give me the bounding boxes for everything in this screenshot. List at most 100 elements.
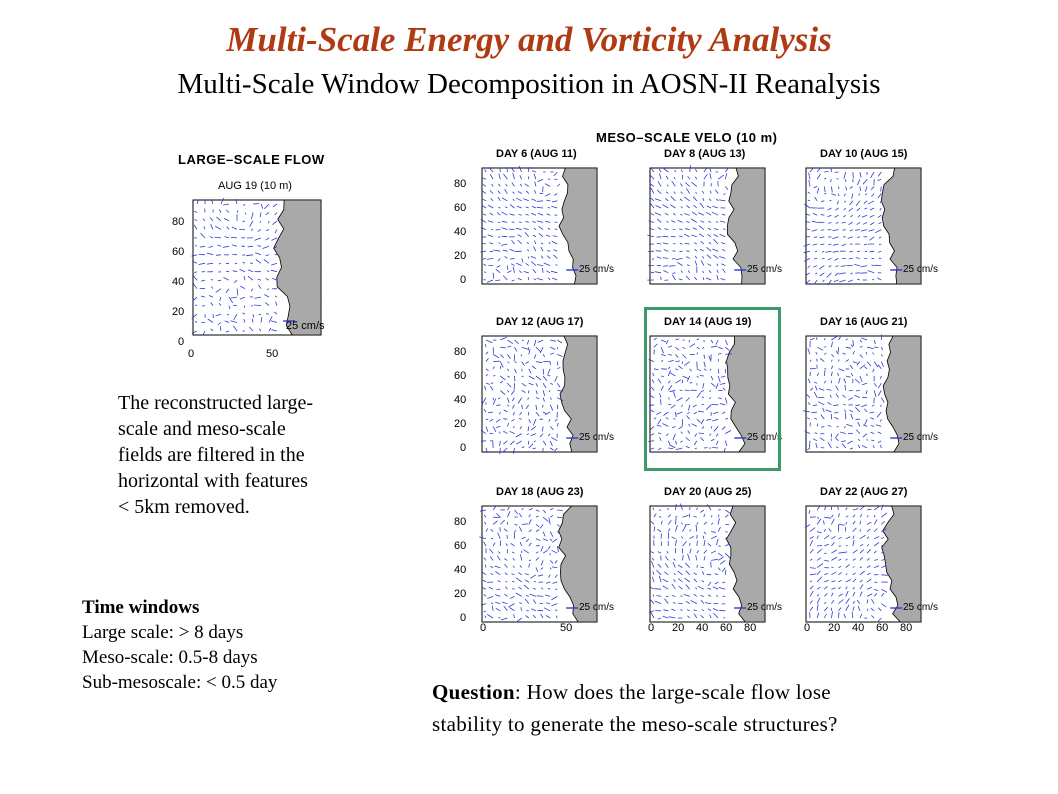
meso-panel-label: DAY 18 (AUG 23) [496,486,584,498]
meso-x-tick: 50 [560,622,573,634]
meso-panel-plot [648,335,766,453]
question-text: Question: How does the large-scale flow … [432,676,1012,740]
meso-panel-6-land [558,505,598,623]
filter-note: The reconstructed large- scale and meso-… [118,390,388,520]
meso-panel-4-vectors [648,337,732,452]
meso-y-tick: 0 [460,612,467,624]
meso-y-tick: 80 [454,178,467,190]
meso-panel-plot [480,335,598,455]
meso-scale-label: 25 cm/s [579,432,615,443]
meso-y-tick: 80 [454,346,467,358]
meso-y-tick: 80 [454,516,467,528]
meso-x-tick: 80 [900,622,913,634]
time-window-sub: Sub-mesoscale: < 0.5 day [82,672,278,693]
meso-panel-plot [803,167,922,286]
question-label: Question [432,680,515,704]
meso-x-tick: 60 [720,622,733,634]
meso-x-tick: 0 [480,622,487,634]
question-line-2: stability to generate the meso-scale str… [432,712,838,736]
meso-x-tick: 20 [828,622,841,634]
time-window-meso: Meso-scale: 0.5-8 days [82,647,258,668]
meso-panel-plot [479,505,598,623]
meso-y-tick: 20 [454,250,467,262]
ls-y-tick-0: 0 [178,336,185,348]
meso-panel-2-vectors [803,167,882,286]
meso-y-tick: 20 [454,418,467,430]
meso-x-tick: 40 [852,622,865,634]
meso-panel-plot [480,165,598,285]
meso-panel-label: DAY 6 (AUG 11) [496,148,577,160]
meso-panel-4-land [726,335,766,453]
ls-y-tick-80: 80 [172,216,185,228]
meso-y-tick: 40 [454,564,467,576]
large-scale-land [273,199,322,336]
note-line: < 5km removed. [118,496,250,518]
meso-x-tick: 0 [648,622,655,634]
meso-x-tick: 60 [876,622,889,634]
note-line: The reconstructed large- [118,392,314,414]
ls-x-tick-50: 50 [266,348,279,360]
note-line: horizontal with features [118,470,308,492]
meso-panel-2-land [880,167,922,285]
meso-panel-plot [803,334,922,453]
meso-panel-label: DAY 22 (AUG 27) [820,486,908,498]
meso-y-tick: 60 [454,540,467,552]
meso-panel-5-land [882,335,922,453]
meso-panel-label: DAY 8 (AUG 13) [664,148,746,160]
large-scale-vectors [191,197,278,336]
time-windows-heading: Time windows [82,597,200,618]
meso-y-tick: 60 [454,370,467,382]
meso-panel-label: DAY 20 (AUG 25) [664,486,752,498]
meso-scale-label: 25 cm/s [903,264,939,275]
meso-x-tick: 0 [804,622,811,634]
meso-panel-1-land [726,167,766,285]
meso-scale-label: 25 cm/s [903,432,939,443]
meso-panel-7-land [725,505,766,623]
meso-scale-label: 25 cm/s [903,602,939,613]
ls-scale-label: 25 cm/s [286,320,325,332]
meso-scale-label: 25 cm/s [579,264,615,275]
meso-panel-0-vectors [480,165,561,283]
meso-x-tick: 20 [672,622,685,634]
meso-y-tick: 0 [460,274,467,286]
meso-panel-plot [649,503,766,623]
slide-title: Multi-Scale Energy and Vorticity Analysi… [226,20,832,59]
meso-panel-0-land [558,167,598,285]
ls-x-tick-0: 0 [188,348,195,360]
meso-scale-title: MESO–SCALE VELO (10 m) [596,130,778,145]
meso-panel-3-vectors [480,336,564,455]
highlight-box [644,307,781,471]
note-line: scale and meso-scale [118,418,286,440]
meso-y-tick: 0 [460,442,467,454]
meso-panel-1-vectors [647,165,729,281]
ls-y-tick-20: 20 [172,306,185,318]
ls-y-tick-40: 40 [172,276,185,288]
ls-y-tick-60: 60 [172,246,185,258]
meso-panel-label: DAY 16 (AUG 21) [820,316,908,328]
large-scale-title: LARGE–SCALE FLOW [178,152,325,167]
meso-panel-plot [804,504,922,623]
meso-y-tick: 20 [454,588,467,600]
meso-y-tick: 40 [454,226,467,238]
large-scale-date: AUG 19 (10 m) [218,180,292,192]
meso-x-tick: 80 [744,622,757,634]
meso-panel-label: DAY 14 (AUG 19) [664,316,752,328]
meso-panel-7-vectors [649,503,731,620]
meso-scale-label: 25 cm/s [747,602,783,613]
time-windows: Time windows Large scale: > 8 days Meso-… [82,595,277,695]
meso-scale-label: 25 cm/s [747,264,783,275]
question-line-1: : How does the large-scale flow lose [514,680,831,704]
meso-panel-6-vectors [479,505,564,623]
meso-panel-8-land [881,505,922,623]
meso-x-tick: 40 [696,622,709,634]
meso-panel-plot [647,165,766,285]
meso-y-tick: 60 [454,202,467,214]
time-window-large: Large scale: > 8 days [82,622,244,643]
meso-panel-label: DAY 12 (AUG 17) [496,316,584,328]
large-scale-flow-plot [191,197,322,336]
meso-scale-label: 25 cm/s [579,602,615,613]
meso-panel-8-vectors [804,504,888,623]
note-line: fields are filtered in the [118,444,305,466]
meso-y-tick: 40 [454,394,467,406]
meso-scale-label: 25 cm/s [747,432,783,443]
